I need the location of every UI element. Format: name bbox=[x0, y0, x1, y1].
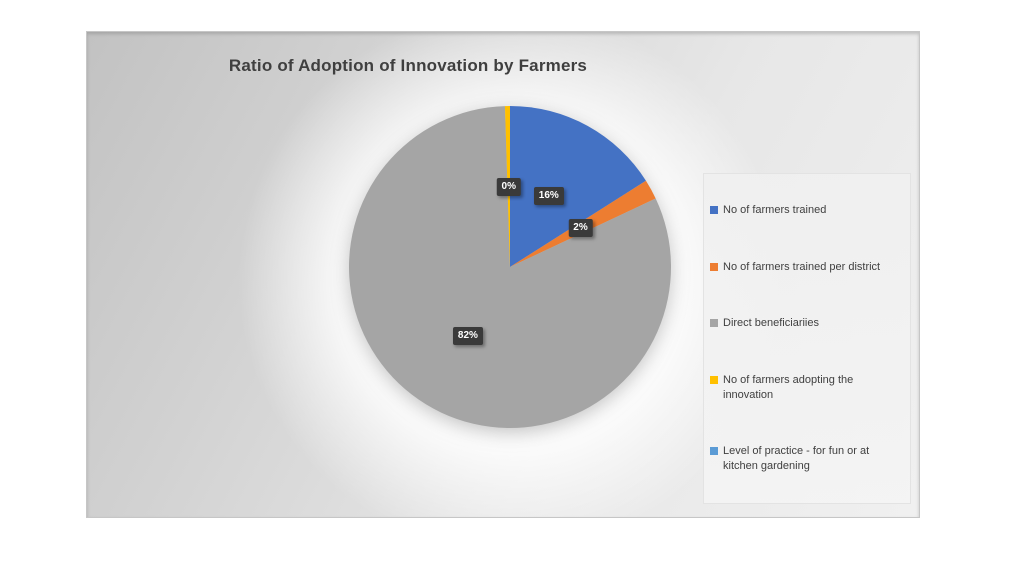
legend-label: No of farmers trained per district bbox=[723, 260, 881, 273]
legend-item-adopting-innovation[interactable]: No of farmers adopting the innovation bbox=[708, 373, 906, 403]
data-label: 0% bbox=[496, 177, 521, 196]
legend-swatch-icon bbox=[710, 375, 718, 384]
legend-label: Direct beneficiariies bbox=[723, 317, 819, 330]
legend-item-direct-beneficiaries[interactable]: Direct beneficiariies bbox=[708, 316, 906, 331]
chart-title: Ratio of Adoption of Innovation by Farme… bbox=[228, 56, 588, 75]
legend-swatch-icon bbox=[710, 205, 718, 214]
legend-label: Level of practice - for fun or at kitche… bbox=[723, 445, 870, 473]
legend-item-trained-per-district[interactable]: No of farmers trained per district bbox=[708, 260, 906, 275]
data-label: 2% bbox=[568, 219, 593, 238]
data-label: 16% bbox=[533, 187, 564, 206]
chart-area: Ratio of Adoption of Innovation by Farme… bbox=[86, 31, 920, 518]
legend-swatch-icon bbox=[710, 447, 718, 456]
pie-slice-0[interactable] bbox=[510, 106, 646, 267]
legend-item-level-of-practice[interactable]: Level of practice - for fun or at kitche… bbox=[708, 444, 906, 474]
legend-item-farmers-trained[interactable]: No of farmers trained bbox=[708, 203, 906, 218]
legend: No of farmers trained No of farmers trai… bbox=[703, 173, 911, 504]
legend-label: No of farmers trained bbox=[723, 203, 827, 216]
legend-label: No of farmers adopting the innovation bbox=[723, 373, 854, 401]
legend-swatch-icon bbox=[710, 319, 718, 328]
legend-swatch-icon bbox=[710, 262, 718, 271]
pie-slice-2[interactable] bbox=[349, 106, 672, 429]
data-label: 82% bbox=[452, 326, 483, 345]
